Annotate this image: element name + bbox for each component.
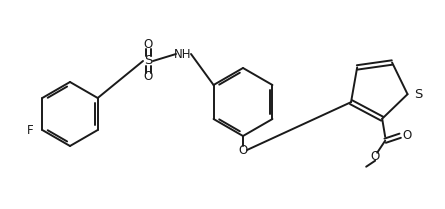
Text: O: O (403, 129, 412, 142)
Text: F: F (27, 124, 33, 136)
Text: S: S (144, 55, 152, 68)
Text: O: O (371, 150, 380, 163)
Text: O: O (143, 38, 153, 51)
Text: O: O (143, 70, 153, 84)
Text: O: O (239, 144, 247, 157)
Text: NH: NH (174, 47, 192, 60)
Text: S: S (415, 88, 423, 101)
